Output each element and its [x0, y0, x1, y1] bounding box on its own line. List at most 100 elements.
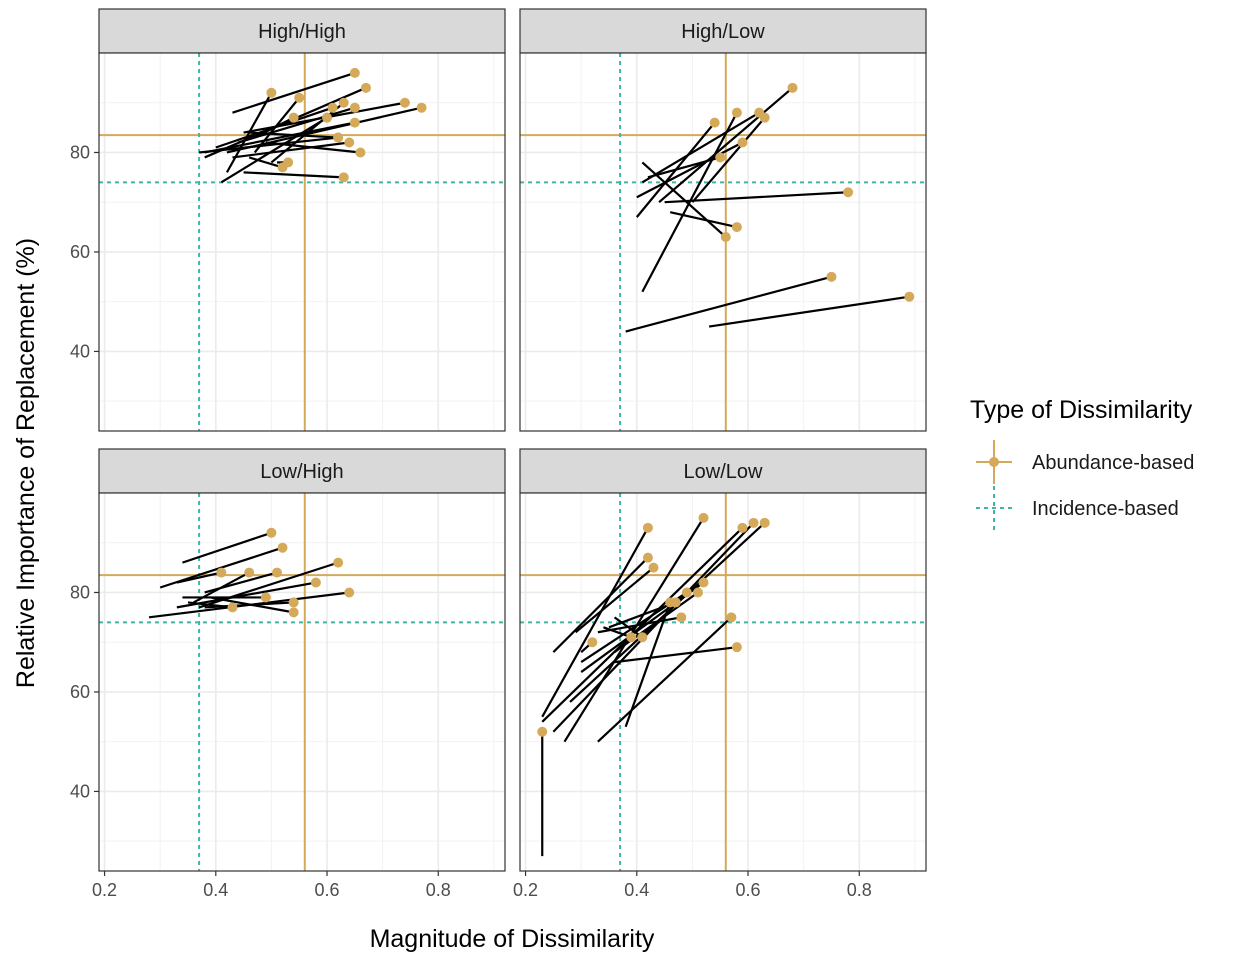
- legend-title: Type of Dissimilarity: [970, 396, 1193, 424]
- legend-label: Abundance-based: [1032, 452, 1194, 474]
- data-point: [826, 271, 837, 282]
- x-tick-label: 0.2: [92, 880, 117, 900]
- data-segment: [608, 601, 677, 629]
- data-point: [227, 602, 238, 613]
- data-segment: [641, 111, 760, 184]
- data-point: [327, 102, 338, 113]
- data-segment: [220, 116, 328, 184]
- data-segment: [563, 517, 705, 743]
- data-point: [294, 92, 305, 103]
- legend-item-incidence: Incidence-based: [976, 486, 1179, 530]
- panel-plot-area: [520, 53, 926, 431]
- data-segment: [708, 295, 910, 328]
- panel-plot-area: [99, 493, 505, 871]
- panels-group: High/High 40 60 80 High/Low Low/High 40 60 80 0.2…: [70, 8, 927, 900]
- data-segment: [647, 156, 721, 179]
- data-point: [338, 172, 349, 183]
- data-point: [344, 587, 355, 598]
- data-point: [310, 577, 321, 588]
- data-segment: [691, 116, 766, 203]
- data-segment: [232, 71, 356, 114]
- panel-grid: [520, 53, 926, 431]
- data-point: [537, 726, 548, 737]
- data-point: [731, 107, 742, 118]
- data-segment: [597, 616, 733, 743]
- data-point: [288, 112, 299, 123]
- y-tick-label: 40: [70, 341, 90, 361]
- panel-strip: [98, 448, 506, 494]
- panel-border: [98, 492, 506, 872]
- data-point: [360, 82, 371, 93]
- data-point: [260, 592, 271, 603]
- y-tick-label: 80: [70, 582, 90, 602]
- panel-high-low: High/Low: [519, 8, 927, 432]
- panel-grid: [520, 493, 926, 871]
- data-point: [266, 527, 277, 538]
- data-segment: [664, 191, 849, 204]
- data-point: [338, 97, 349, 108]
- data-segment: [237, 106, 356, 144]
- data-point: [637, 632, 648, 643]
- y-tick-label: 60: [70, 242, 90, 262]
- data-point: [731, 642, 742, 653]
- data-point: [759, 112, 770, 123]
- data-point: [737, 522, 748, 533]
- panel-strip: [519, 448, 927, 494]
- data-segment: [580, 581, 705, 673]
- panel-high-high: High/High 40 60 80: [70, 8, 506, 432]
- panel-background: [99, 493, 505, 871]
- data-point: [216, 567, 227, 578]
- data-segment: [204, 571, 278, 594]
- data-point: [399, 97, 410, 108]
- data-point: [737, 137, 748, 148]
- data-point: [288, 597, 299, 608]
- data-segment: [613, 616, 643, 639]
- data-point: [333, 132, 344, 143]
- panel-strip: [98, 8, 506, 54]
- legend-key-point: [989, 457, 999, 467]
- data-segment: [552, 556, 649, 653]
- data-segment: [210, 596, 294, 614]
- data-point: [349, 117, 360, 128]
- y-tick-label: 80: [70, 142, 90, 162]
- data-point: [676, 612, 687, 623]
- data-point: [726, 612, 737, 623]
- data-segment: [243, 171, 344, 179]
- legend: Type of Dissimilarity Abundance-based Inc…: [970, 396, 1194, 530]
- x-axis-title: Magnitude of Dissimilarity: [370, 925, 655, 953]
- data-segment: [176, 571, 222, 584]
- data-point: [642, 552, 653, 563]
- data-segment: [669, 211, 738, 229]
- data-point: [681, 587, 692, 598]
- panel-background: [520, 53, 926, 431]
- y-tick-label: 60: [70, 682, 90, 702]
- data-segment: [641, 112, 738, 293]
- data-point: [709, 117, 720, 128]
- data-point: [349, 67, 360, 78]
- legend-label: Incidence-based: [1032, 498, 1179, 520]
- data-point: [698, 512, 709, 523]
- data-point: [843, 187, 854, 198]
- x-tick-label: 0.4: [624, 880, 649, 900]
- panel-strip-label: High/Low: [681, 21, 765, 43]
- panel-low-low: Low/Low 0.2 0.4 0.6 0.8: [513, 448, 927, 900]
- x-tick-label: 0.6: [736, 880, 761, 900]
- panel-strip-label: Low/Low: [684, 461, 763, 483]
- data-segment: [614, 646, 738, 664]
- data-point: [244, 567, 255, 578]
- data-point: [277, 162, 288, 173]
- data-point: [266, 87, 277, 98]
- data-segment: [574, 566, 655, 634]
- panel-strip: [519, 8, 927, 54]
- data-point: [271, 567, 282, 578]
- panel-plot-area: [520, 493, 926, 871]
- data-point: [720, 232, 731, 243]
- data-point: [748, 517, 759, 528]
- x-tick-label: 0.2: [513, 880, 538, 900]
- x-tick-label: 0.8: [847, 880, 872, 900]
- data-segment: [182, 531, 272, 564]
- panel-border: [519, 52, 927, 432]
- data-point: [787, 82, 798, 93]
- data-segment: [541, 527, 649, 718]
- data-point: [587, 637, 598, 648]
